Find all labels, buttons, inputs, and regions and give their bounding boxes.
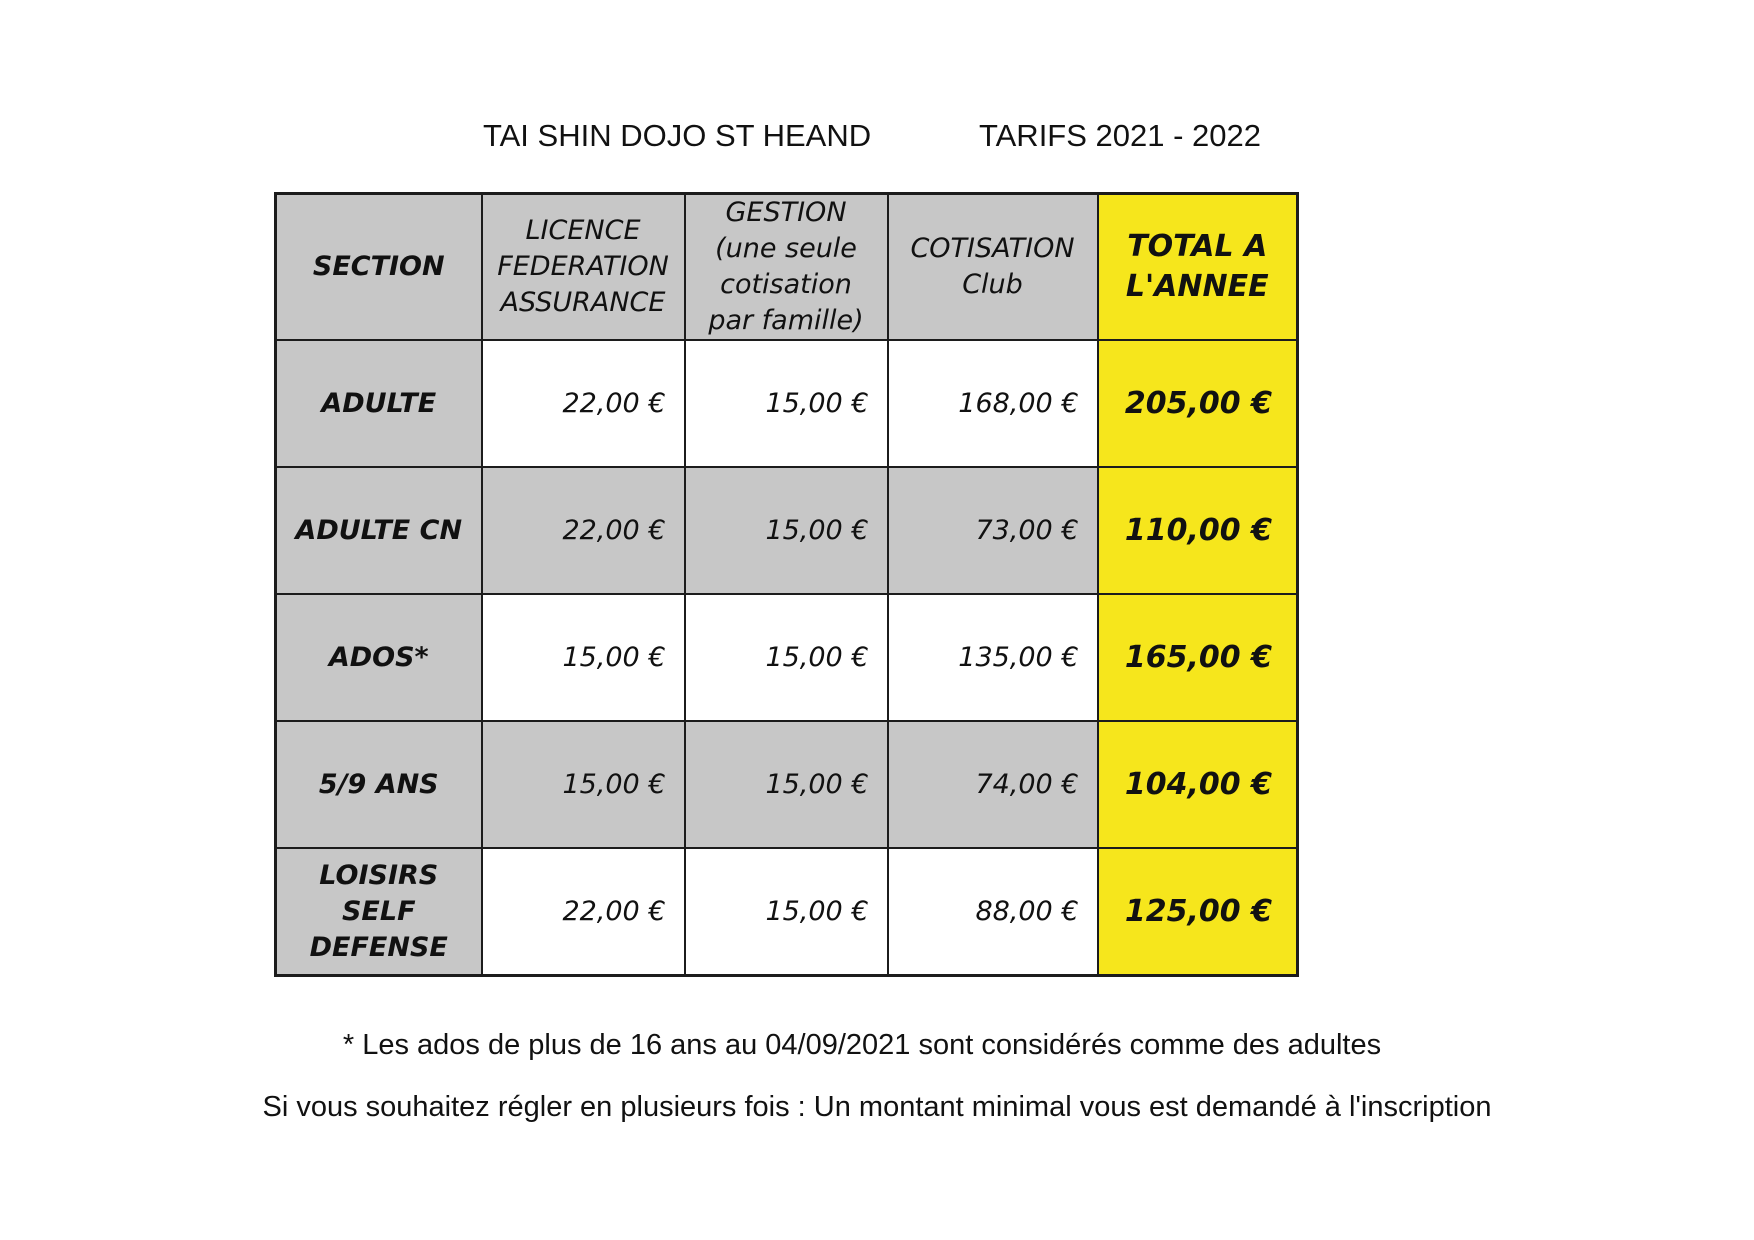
gestion-cell: 15,00 € xyxy=(683,593,889,722)
season-title: TARIFS 2021 - 2022 xyxy=(979,118,1262,153)
table-row: LOISIRS SELF DEFENSE 22,00 € 15,00 € 88,… xyxy=(274,847,1299,977)
column-header-licence: LICENCE FEDERATION ASSURANCE xyxy=(480,192,686,341)
column-header-section: SECTION xyxy=(274,192,483,341)
section-cell: 5/9 ANS xyxy=(274,720,483,849)
cotisation-cell: 168,00 € xyxy=(886,339,1099,468)
gestion-cell: 15,00 € xyxy=(683,720,889,849)
section-cell: LOISIRS SELF DEFENSE xyxy=(274,847,483,977)
licence-cell: 22,00 € xyxy=(480,466,686,595)
gestion-cell: 15,00 € xyxy=(683,466,889,595)
licence-cell: 22,00 € xyxy=(480,847,686,977)
payment-note: Si vous souhaitez régler en plusieurs fo… xyxy=(262,1091,1492,1123)
licence-cell: 15,00 € xyxy=(480,593,686,722)
page-header: TAI SHIN DOJO ST HEAND TARIFS 2021 - 202… xyxy=(0,116,1754,156)
cotisation-cell: 74,00 € xyxy=(886,720,1099,849)
section-cell: ADOS* xyxy=(274,593,483,722)
cotisation-cell: 135,00 € xyxy=(886,593,1099,722)
gestion-cell: 15,00 € xyxy=(683,847,889,977)
total-cell: 125,00 € xyxy=(1096,847,1299,977)
table-row: ADOS* 15,00 € 15,00 € 135,00 € 165,00 € xyxy=(274,593,1299,722)
table-row: 5/9 ANS 15,00 € 15,00 € 74,00 € 104,00 € xyxy=(274,720,1299,849)
price-table: SECTION LICENCE FEDERATION ASSURANCE GES… xyxy=(274,192,1299,977)
table-header-row: SECTION LICENCE FEDERATION ASSURANCE GES… xyxy=(274,192,1299,341)
cotisation-cell: 73,00 € xyxy=(886,466,1099,595)
total-cell: 104,00 € xyxy=(1096,720,1299,849)
licence-cell: 15,00 € xyxy=(480,720,686,849)
total-cell: 110,00 € xyxy=(1096,466,1299,595)
licence-cell: 22,00 € xyxy=(480,339,686,468)
column-header-total: TOTAL A L'ANNEE xyxy=(1096,192,1299,341)
column-header-gestion: GESTION (une seule cotisation par famill… xyxy=(683,192,889,341)
ados-footnote: * Les ados de plus de 16 ans au 04/09/20… xyxy=(342,1029,1382,1061)
total-cell: 165,00 € xyxy=(1096,593,1299,722)
table-row: ADULTE 22,00 € 15,00 € 168,00 € 205,00 € xyxy=(274,339,1299,468)
club-name: TAI SHIN DOJO ST HEAND xyxy=(483,118,872,153)
gestion-cell: 15,00 € xyxy=(683,339,889,468)
table-row: ADULTE CN 22,00 € 15,00 € 73,00 € 110,00… xyxy=(274,466,1299,595)
section-cell: ADULTE xyxy=(274,339,483,468)
cotisation-cell: 88,00 € xyxy=(886,847,1099,977)
section-cell: ADULTE CN xyxy=(274,466,483,595)
total-cell: 205,00 € xyxy=(1096,339,1299,468)
column-header-cotisation: COTISATION Club xyxy=(886,192,1099,341)
